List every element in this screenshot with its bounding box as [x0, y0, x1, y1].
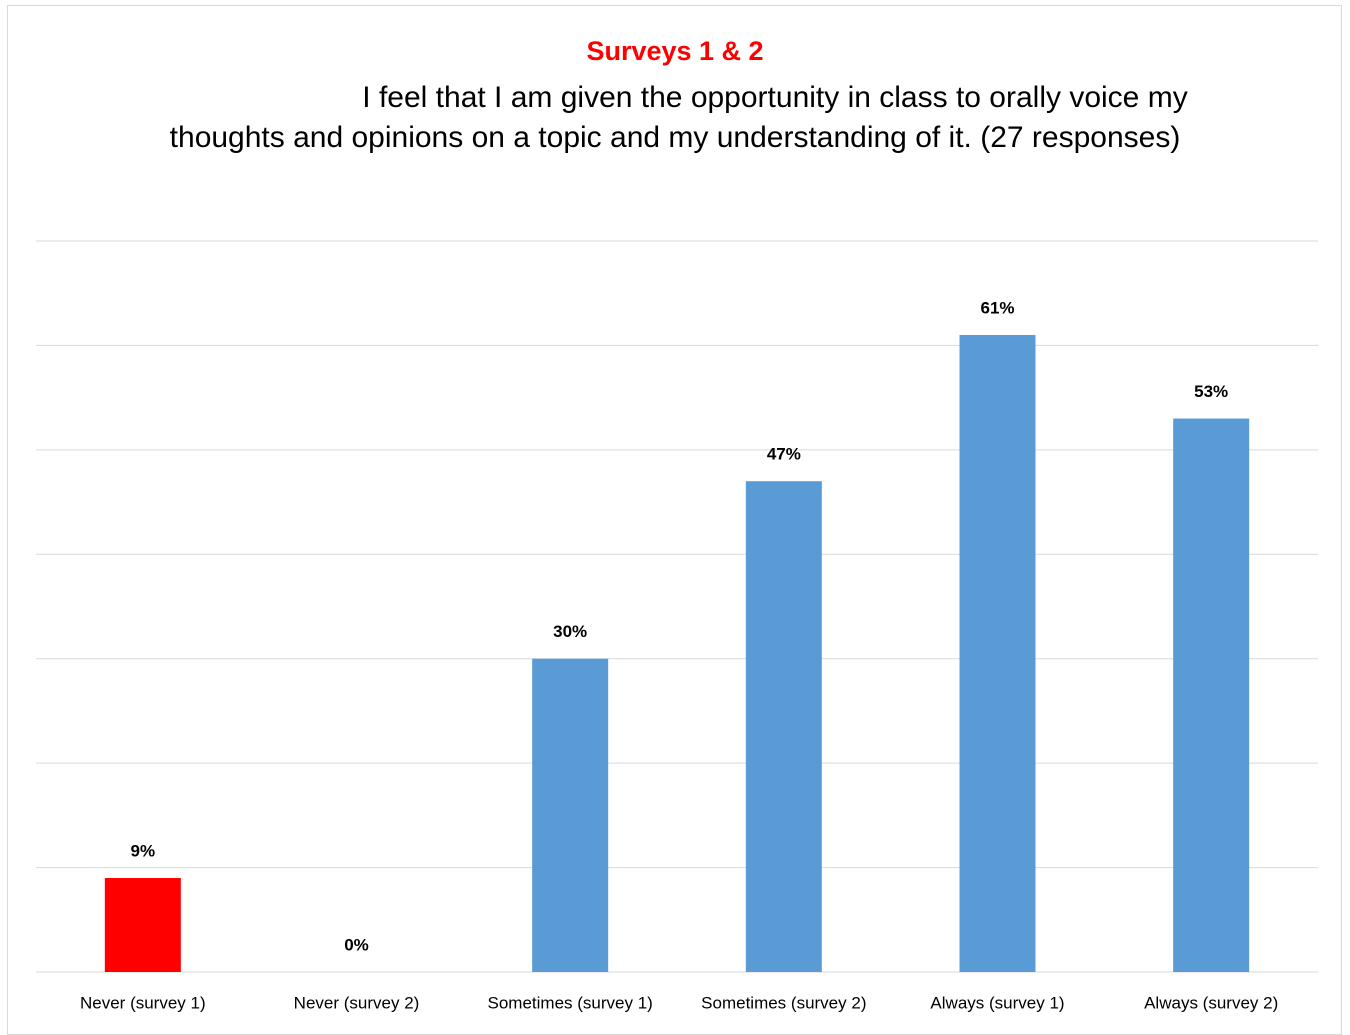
data-label: 9% — [131, 841, 156, 860]
data-label: 30% — [553, 622, 587, 641]
data-label: 47% — [767, 445, 801, 464]
data-label: 53% — [1194, 382, 1228, 401]
data-label: 61% — [980, 298, 1014, 317]
bar — [1173, 418, 1250, 972]
chart-title: Surveys 1 & 2 — [586, 36, 764, 66]
bar — [959, 334, 1036, 972]
bar — [532, 658, 609, 972]
bar — [745, 481, 822, 972]
x-tick-label: Always (survey 2) — [1144, 993, 1278, 1012]
x-tick-label: Always (survey 1) — [930, 993, 1064, 1012]
data-label: 0% — [344, 935, 369, 954]
chart-subtitle: I feel that I am given the opportunity i… — [169, 81, 1188, 154]
x-tick-label: Sometimes (survey 2) — [701, 993, 866, 1012]
bar — [104, 878, 181, 972]
x-tick-label: Sometimes (survey 1) — [488, 993, 653, 1012]
x-tick-label: Never (survey 2) — [294, 993, 420, 1012]
x-tick-label: Never (survey 1) — [80, 993, 206, 1012]
